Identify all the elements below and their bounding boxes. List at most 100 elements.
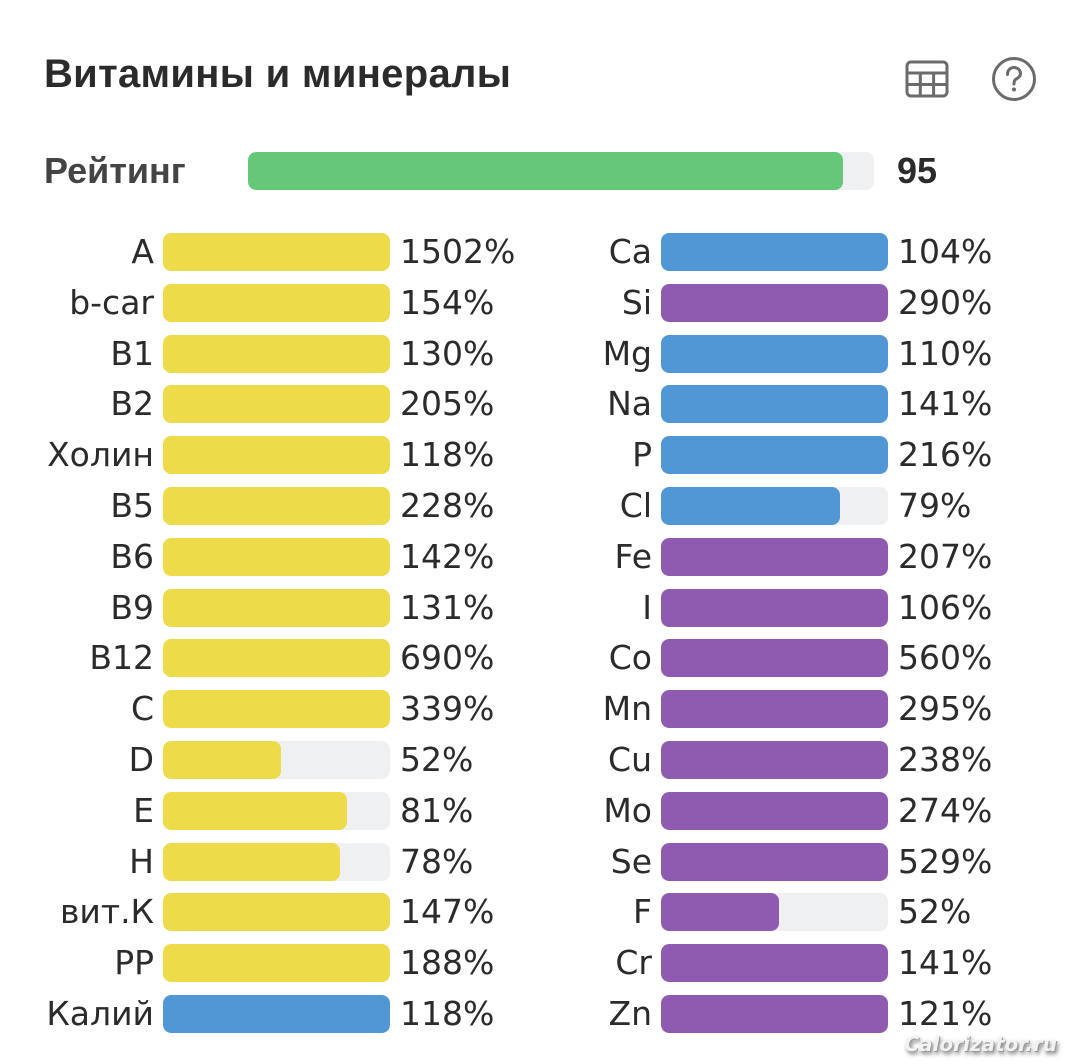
nutrient-bar-fill [163, 740, 282, 779]
nutrient-value: 52% [400, 739, 474, 779]
nutrient-label: E [133, 790, 154, 830]
nutrient-value: 121% [898, 993, 993, 1033]
nutrient-bar-fill [163, 791, 347, 830]
nutrient-value: 141% [898, 943, 993, 983]
nutrient-label: B6 [110, 536, 154, 576]
nutrient-label: I [642, 587, 652, 627]
nutrient-bar-track [661, 740, 888, 779]
rating-bar-fill [248, 152, 843, 190]
nutrient-bar-track [661, 893, 888, 932]
nutrient-bar-track [163, 283, 390, 322]
nutrient-value: 110% [898, 333, 993, 373]
nutrient-label: Mn [602, 689, 652, 729]
nutrient-bar-fill [661, 690, 888, 729]
nutrient-label: D [128, 739, 154, 779]
nutrient-bar-fill [661, 588, 888, 627]
nutrient-bar-fill [661, 791, 888, 830]
nutrient-label: B1 [110, 333, 154, 373]
nutrient-value: 52% [898, 892, 972, 932]
nutrient-bar-track [661, 537, 888, 576]
nutrient-bar-track [163, 944, 390, 983]
nutrient-value: 104% [898, 232, 993, 271]
nutrient-bar-fill [661, 233, 888, 271]
nutrient-label: Холин [47, 435, 154, 475]
nutrient-bar-fill [661, 537, 888, 576]
section-title: Витамины и минералы [44, 52, 512, 96]
nutrient-label: Si [621, 282, 652, 322]
nutrient-bar-fill [661, 385, 888, 424]
rating-value: 95 [897, 150, 938, 191]
nutrient-value: 529% [898, 841, 993, 881]
nutrient-label: Cr [615, 943, 652, 983]
nutrient-bar-track [163, 436, 390, 475]
nutrient-bar-fill [163, 283, 390, 322]
nutrient-bar-fill [661, 486, 841, 525]
nutrient-value: 690% [400, 638, 495, 678]
help-circle-icon[interactable] [991, 56, 1037, 102]
nutrient-bar-fill [163, 944, 390, 983]
nutrient-bar-track [163, 588, 390, 627]
nutrient-value: 295% [898, 689, 993, 729]
nutrient-bar-track [661, 283, 888, 322]
nutrient-bar-track [163, 893, 390, 932]
nutrient-label: Fe [614, 536, 652, 576]
nutrient-bar-track [163, 690, 390, 729]
nutrient-bar-track [163, 791, 390, 830]
nutrient-label: B9 [110, 587, 154, 627]
nutrient-label: F [633, 892, 652, 932]
nutrient-bar-track [163, 740, 390, 779]
nutrient-value: 118% [400, 435, 495, 475]
nutrient-bar-fill [163, 334, 390, 373]
nutrient-bar-fill [163, 233, 390, 271]
nutrient-bar-track [661, 233, 888, 271]
nutrient-label: Na [607, 384, 652, 424]
nutrient-value: 142% [400, 536, 495, 576]
nutrient-bar-track [661, 639, 888, 678]
nutrient-label: Mg [602, 333, 652, 373]
nutrient-bar-fill [661, 740, 888, 779]
nutrient-bar-fill [163, 537, 390, 576]
nutrient-label: PP [114, 943, 154, 983]
nutrient-value: 147% [400, 892, 495, 932]
nutrient-bar-track [661, 486, 888, 525]
nutrient-label: A [131, 232, 154, 271]
nutrient-bar-track [661, 588, 888, 627]
nutrient-bar-track [661, 690, 888, 729]
nutrient-bar-track [163, 385, 390, 424]
rating-label: Рейтинг [44, 150, 186, 191]
nutrient-value: 1502% [400, 232, 516, 271]
nutrient-value: 228% [400, 485, 495, 525]
nutrient-bar-track [163, 639, 390, 678]
nutrient-bar-fill [661, 994, 888, 1033]
nutrient-value: 290% [898, 282, 993, 322]
nutrient-label: C [130, 689, 154, 729]
nutrient-bar-track [163, 842, 390, 881]
nutrient-label: Mo [603, 790, 652, 830]
nutrient-bar-track [661, 334, 888, 373]
nutrient-value: 78% [400, 841, 474, 881]
nutrient-label: B5 [110, 485, 154, 525]
nutrient-bar-track [661, 385, 888, 424]
nutrient-bar-fill [661, 893, 780, 932]
nutrient-bar-track [661, 791, 888, 830]
nutrient-bar-track [163, 233, 390, 271]
nutrient-bar-fill [163, 994, 390, 1033]
nutrient-bar-fill [661, 842, 888, 881]
nutrient-bar-track [163, 334, 390, 373]
nutrient-bar-track [163, 486, 390, 525]
nutrient-bar-track [661, 842, 888, 881]
nutrient-value: 560% [898, 638, 993, 678]
nutrient-value: 118% [400, 993, 495, 1033]
nutrient-value: 274% [898, 790, 993, 830]
nutrient-bar-fill [163, 385, 390, 424]
nutrient-label: Ca [608, 232, 652, 271]
nutrient-label: P [632, 435, 652, 475]
table-icon[interactable] [904, 56, 950, 102]
nutrient-value: 79% [898, 485, 972, 525]
nutrient-value: 141% [898, 384, 993, 424]
nutrient-value: 205% [400, 384, 495, 424]
nutrient-bar-fill [163, 639, 390, 678]
nutrient-value: 130% [400, 333, 495, 373]
nutrient-bar-fill [163, 486, 390, 525]
nutrient-value: 131% [400, 587, 495, 627]
